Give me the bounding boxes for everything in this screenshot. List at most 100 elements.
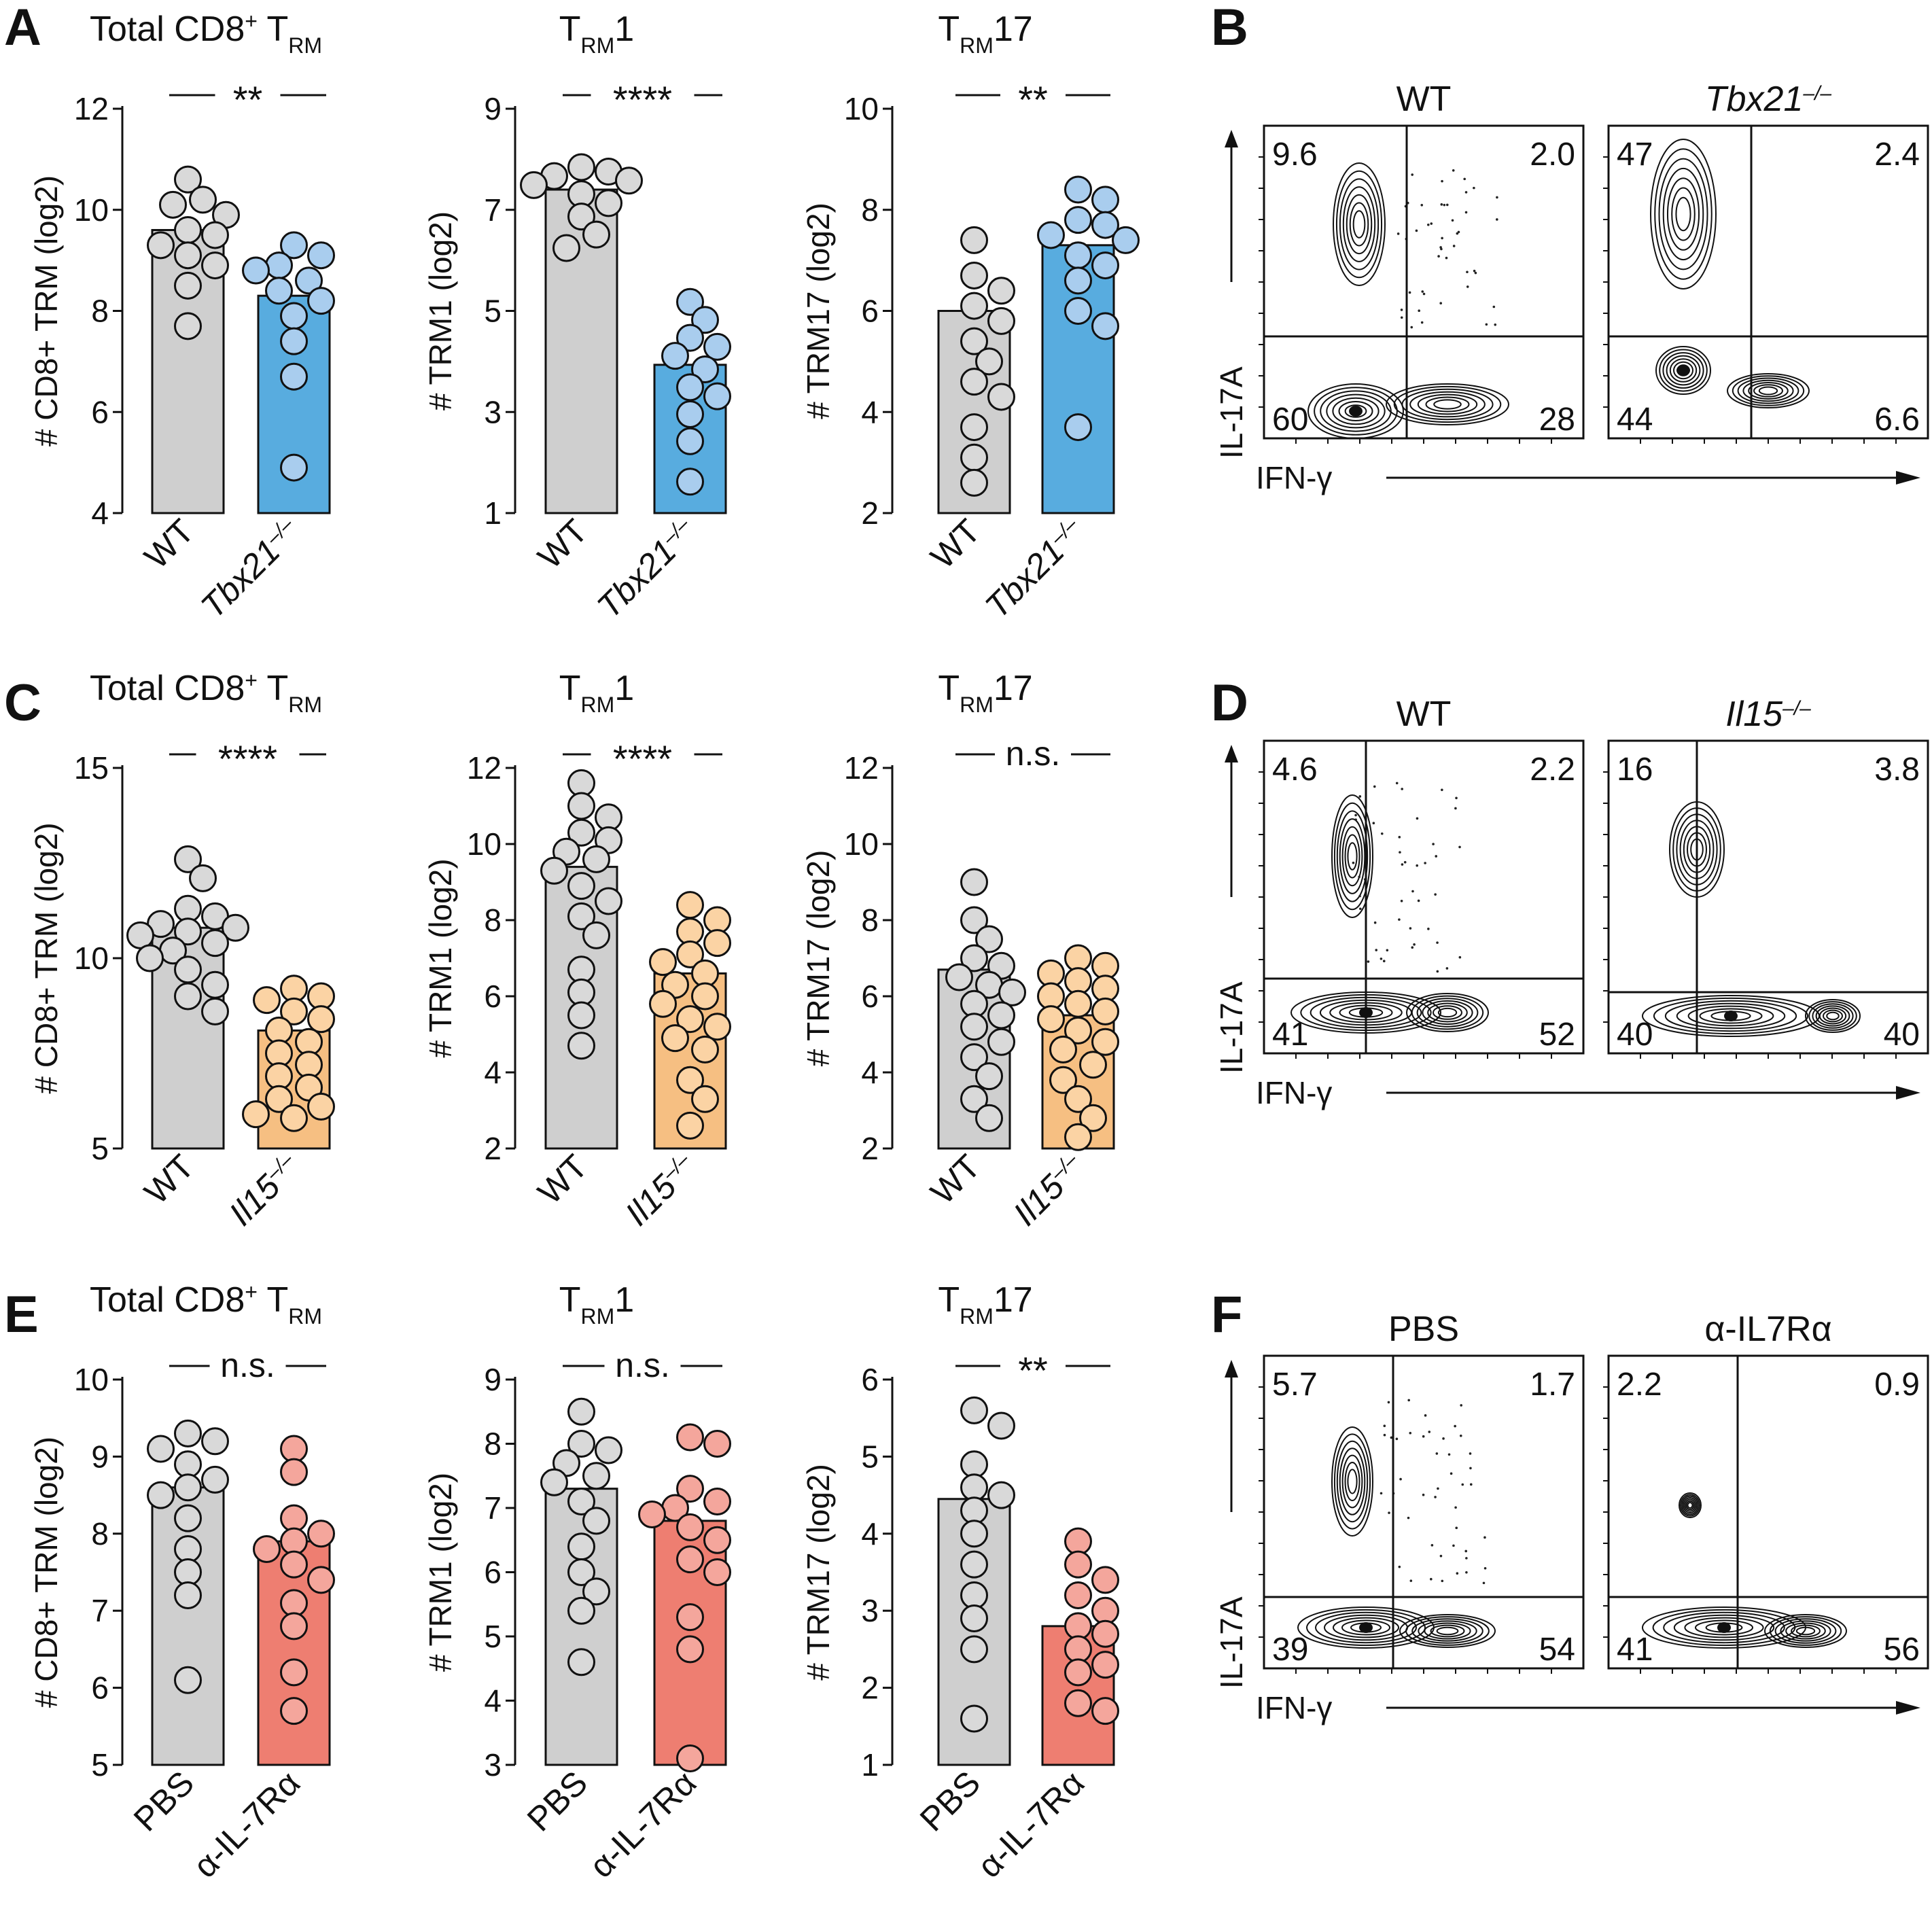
contour-line — [1659, 349, 1708, 392]
event-dot — [1437, 255, 1440, 258]
sample-name: WT — [1397, 695, 1452, 734]
event-dot — [1398, 918, 1401, 921]
contour-line — [1687, 1005, 1774, 1027]
significance-label: ** — [233, 78, 263, 121]
title-sub: RM — [960, 692, 994, 717]
contour-line — [1352, 210, 1366, 239]
data-point — [280, 997, 308, 1025]
data-point — [567, 1558, 595, 1586]
data-point — [1091, 211, 1119, 239]
flow-plot-title: α-IL7Rα — [1704, 1310, 1831, 1349]
event-dot — [1441, 1579, 1444, 1583]
event-dot — [1469, 1483, 1473, 1486]
data-point — [280, 1104, 308, 1132]
event-dot — [1437, 1487, 1439, 1490]
event-dot — [1416, 817, 1419, 820]
data-point — [676, 1475, 704, 1503]
contour-line — [1422, 1000, 1473, 1025]
y-axis-label: IL-17A — [1214, 366, 1249, 459]
data-point — [960, 413, 988, 442]
contour-line — [1680, 1494, 1700, 1517]
data-point — [253, 1534, 281, 1563]
contour-line — [1819, 1007, 1847, 1025]
data-point — [265, 277, 293, 305]
data-point — [595, 887, 622, 915]
category-name: α-IL-7Rα — [970, 1763, 1092, 1885]
event-dot — [1483, 1536, 1486, 1539]
y-tick-label: 7 — [484, 1490, 502, 1526]
data-point — [960, 1496, 988, 1525]
event-dot — [1496, 218, 1498, 221]
event-dot — [1398, 1565, 1401, 1568]
data-point — [307, 1566, 335, 1594]
data-point — [1037, 1005, 1065, 1034]
flow-panel-b: WT 9.6 2.0 60 28 Tbx21–/– 47 2.4 44 6.6 IL-17AIFN-… — [1214, 80, 1929, 495]
category-name: α-IL-7Rα — [582, 1763, 704, 1885]
data-point — [987, 1028, 1015, 1056]
contour-line — [1727, 373, 1810, 408]
title-sub: RM — [288, 1304, 322, 1329]
data-point — [280, 1435, 308, 1463]
data-point — [174, 165, 202, 194]
significance-label: ** — [1018, 1349, 1048, 1392]
data-point — [595, 189, 622, 217]
data-point — [307, 1092, 335, 1121]
data-point — [280, 362, 308, 391]
contour-line — [1341, 1619, 1390, 1636]
data-point — [582, 1507, 610, 1535]
data-point — [1091, 1651, 1119, 1679]
event-dot — [1428, 1431, 1431, 1433]
data-point — [1064, 1658, 1092, 1687]
data-point — [567, 818, 595, 847]
event-dot — [1426, 223, 1430, 226]
contour-line — [1331, 794, 1373, 918]
data-point — [189, 186, 217, 214]
event-dot — [1373, 785, 1376, 788]
event-dot — [1358, 875, 1360, 879]
data-point — [1091, 1028, 1119, 1056]
sample-name: α-IL7Rα — [1704, 1310, 1831, 1349]
data-point — [945, 963, 973, 991]
data-point — [676, 1066, 704, 1094]
data-point — [1091, 186, 1119, 214]
contour-line — [1780, 1620, 1831, 1642]
data-point — [280, 1458, 308, 1486]
contour-line — [1433, 399, 1462, 410]
contour-line — [1347, 842, 1358, 871]
contour-line — [1737, 377, 1799, 404]
x-tick-label: Il15–/– — [618, 1147, 703, 1233]
x-tick-label: α-IL-7Rα — [186, 1763, 308, 1885]
data-point — [1091, 251, 1119, 280]
event-dot — [1466, 285, 1469, 288]
contour-line — [1673, 361, 1693, 380]
contour-line — [1666, 177, 1700, 251]
contour-line — [1307, 383, 1404, 439]
event-dot — [1469, 1452, 1472, 1455]
contour-line — [1332, 397, 1380, 425]
y-tick-label: 4 — [861, 1516, 879, 1551]
contour-line — [1436, 1626, 1459, 1636]
data-point — [567, 1397, 595, 1426]
contour-line — [1393, 385, 1502, 423]
event-dot — [1461, 1483, 1464, 1486]
data-point — [960, 1604, 988, 1633]
event-dot — [1456, 232, 1459, 235]
data-point — [174, 1504, 202, 1532]
contour-line — [1695, 1619, 1753, 1636]
contour-line — [1344, 1462, 1360, 1501]
title-t: T — [258, 669, 288, 708]
data-point — [280, 1697, 308, 1725]
title-after: 1 — [614, 669, 634, 708]
contour-line — [1339, 178, 1380, 270]
y-axis-label: # CD8+ TRM (log2) — [29, 822, 64, 1093]
y-tick-label: 9 — [484, 1362, 502, 1397]
data-point — [975, 347, 1003, 376]
data-point — [960, 327, 988, 355]
y-axis-label: # TRM17 (log2) — [801, 1464, 836, 1681]
data-point — [567, 1032, 595, 1060]
data-point — [960, 944, 988, 972]
data-point — [649, 989, 677, 1018]
bar-chart-6: TRM17 2 4 6 8 10 12 # TRM17 (log2) n.s. WT Il15–/– — [801, 669, 1119, 1233]
y-tick-label: 5 — [91, 1747, 109, 1783]
